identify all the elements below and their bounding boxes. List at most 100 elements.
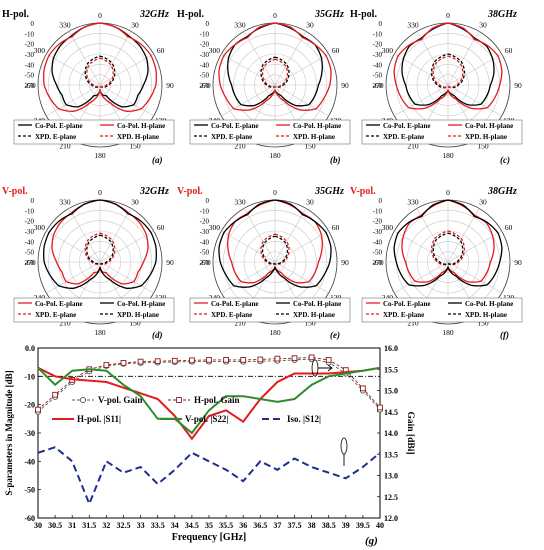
frequency-label: 35GHz xyxy=(314,186,344,197)
polar-spoke xyxy=(99,230,154,263)
x-tick-label: 30.5 xyxy=(48,521,62,530)
panel-caption: (f) xyxy=(500,330,509,340)
legend-box xyxy=(361,297,523,323)
polar-spoke xyxy=(416,208,449,263)
polar-series-xpd-e-plane xyxy=(84,232,116,265)
angle-tick-label: 180 xyxy=(269,328,281,337)
frequency-label: 38GHz xyxy=(487,9,517,20)
radial-tick-label: -60 xyxy=(373,259,383,267)
legend-entry: XPD. H-plane xyxy=(293,133,335,141)
polar-spoke xyxy=(274,84,329,117)
series-v-pol-s22- xyxy=(37,366,381,435)
angle-tick-label: 330 xyxy=(407,20,419,29)
angle-tick-label: 180 xyxy=(442,328,454,337)
line-chart-g: 30 30.5 31 31.5 32 32.5 33 33.5 34 34.5 35 35.5 36 36… xyxy=(4,344,415,547)
polar-series-co-pol-h-plane xyxy=(218,22,332,111)
polar-spoke xyxy=(46,84,101,117)
y2-tick-label: 15.0 xyxy=(384,387,398,396)
angle-tick-label: 300 xyxy=(209,46,221,55)
polar-spoke xyxy=(221,230,276,263)
polar-spoke xyxy=(68,208,101,263)
radial-tick-label: -50 xyxy=(373,72,383,80)
polar-series-xpd-e-plane xyxy=(84,55,116,88)
series-h-pol-s11- xyxy=(37,366,381,441)
radial-tick-label: -60 xyxy=(25,259,35,267)
x-tick-label: 34.5 xyxy=(185,521,199,530)
x-tick-label: 39 xyxy=(342,521,350,530)
panel-caption: (g) xyxy=(365,535,378,547)
panel-caption: (d) xyxy=(152,330,163,340)
x-tick-label: 38 xyxy=(308,521,316,530)
legend-entry: Co-Pol. E-plane xyxy=(211,300,258,308)
legend-entry: Co-Pol. E-plane xyxy=(35,122,82,130)
legend-entry: Iso. |S12| xyxy=(287,414,321,424)
radial-tick-label: -40 xyxy=(25,238,35,246)
marker-square xyxy=(360,385,366,392)
panel-caption: (c) xyxy=(500,155,510,165)
marker-square xyxy=(377,404,383,411)
x-tick-label: 37 xyxy=(273,521,281,530)
radial-tick-label: 0 xyxy=(31,20,35,28)
polarization-label: H-pol. xyxy=(177,9,204,20)
y-tick-label: -10 xyxy=(24,372,35,381)
angle-tick-label: 330 xyxy=(59,197,71,206)
angle-tick-label: 120 xyxy=(503,293,515,302)
polar-series-xpd-h-plane xyxy=(86,57,114,88)
polar-legend: Co-Pol. E-plane Co-Pol. H-plane XPD. E-pla… xyxy=(361,119,523,145)
radial-tick-label: -60 xyxy=(200,82,210,90)
x-axis-label: Frequency [GHz] xyxy=(172,532,247,543)
radial-tick-label: -40 xyxy=(373,238,383,246)
polar-series-xpd-h-plane xyxy=(261,58,289,88)
radial-tick-label: -20 xyxy=(373,218,383,226)
polarization-label: H-pol. xyxy=(2,9,29,20)
panel-caption: (b) xyxy=(330,155,341,165)
polar-spoke xyxy=(394,84,449,117)
legend-entry: XPD. E-plane xyxy=(35,311,76,319)
polar-spoke xyxy=(274,230,329,263)
polar-spoke xyxy=(68,31,101,86)
angle-tick-label: 0 xyxy=(98,11,102,20)
polar-series-co-pol-h-plane xyxy=(393,199,503,287)
marker-square xyxy=(240,357,247,363)
polar-legend: Co-Pol. E-plane Co-Pol. H-plane XPD. E-pla… xyxy=(13,119,175,145)
angle-tick-label: 270 xyxy=(24,258,36,267)
angle-tick-label: 300 xyxy=(209,223,221,232)
polar-spoke xyxy=(447,261,502,294)
legend-entry: Co-Pol. H-plane xyxy=(293,122,341,130)
legend-entry: Co-Pol. E-plane xyxy=(383,300,430,308)
angle-tick-label: 180 xyxy=(94,151,106,160)
radial-tick-label: -50 xyxy=(25,249,35,257)
polar-spoke xyxy=(99,208,132,263)
radial-tick-label: -10 xyxy=(373,207,383,215)
legend-entry: Co-Pol. H-plane xyxy=(465,122,513,130)
y-tick-label: -20 xyxy=(24,401,35,410)
angle-tick-label: 90 xyxy=(514,81,522,90)
angle-tick-label: 30 xyxy=(131,197,139,206)
legend-box xyxy=(13,297,175,323)
polar-spoke xyxy=(99,84,154,117)
polar-panel-b: 03060901201501802102402703003300-10-20-3… xyxy=(177,9,351,165)
angle-tick-label: 0 xyxy=(273,188,277,197)
legend-entry: Co-Pol. E-plane xyxy=(35,300,82,308)
angle-tick-label: 0 xyxy=(446,188,450,197)
x-tick-label: 36 xyxy=(239,521,247,530)
polar-legend: Co-Pol. E-plane Co-Pol. H-plane XPD. E-pla… xyxy=(13,297,175,323)
x-tick-label: 32.5 xyxy=(117,521,131,530)
legend-entry: V-pol. Gain xyxy=(98,395,142,405)
legend-entry: Co-Pol. E-plane xyxy=(211,122,258,130)
x-tick-label: 38.5 xyxy=(322,521,336,530)
legend-entry: XPD. E-plane xyxy=(383,133,424,141)
angle-tick-label: 240 xyxy=(382,293,394,302)
radial-tick-label: -50 xyxy=(373,249,383,257)
legend-entry: Co-Pol. E-plane xyxy=(383,122,430,130)
angle-tick-label: 120 xyxy=(330,293,342,302)
panel-caption: (e) xyxy=(330,330,340,340)
angle-tick-label: 270 xyxy=(24,81,36,90)
polar-series-xpd-h-plane xyxy=(261,235,289,265)
radial-tick-label: -20 xyxy=(200,41,210,49)
legend-marker xyxy=(176,397,182,403)
marker-square xyxy=(223,357,229,363)
radial-tick-label: -10 xyxy=(25,207,35,215)
radial-tick-label: -60 xyxy=(373,82,383,90)
